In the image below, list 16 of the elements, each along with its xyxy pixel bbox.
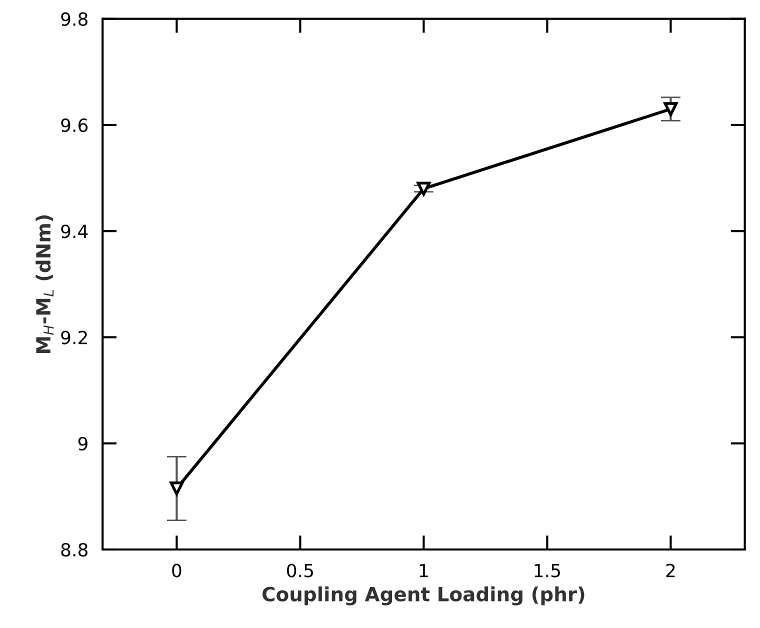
y-tick-label: 9.8 <box>61 12 88 26</box>
x-tick-label: 1.5 <box>534 564 560 578</box>
x-tick-label: 0.5 <box>287 564 313 578</box>
x-tick-label: 1 <box>420 564 428 578</box>
y-tick-label: 8.8 <box>61 542 88 557</box>
y-tick-label: 9 <box>78 436 88 450</box>
point <box>170 482 184 496</box>
x-axis-title: Coupling Agent Loading (phr) <box>262 586 584 606</box>
x-tick-label: 0 <box>172 564 182 578</box>
x-tick-label: 2 <box>666 564 675 578</box>
y-tick-label: 9.6 <box>61 118 88 132</box>
y-axis-title: M$_{H}$-M$_{L}$ (dNm) <box>36 215 54 353</box>
point <box>416 182 431 196</box>
y-tick-label: 9.4 <box>61 224 88 238</box>
y-tick-label: 9.2 <box>61 330 87 344</box>
point <box>664 102 678 116</box>
